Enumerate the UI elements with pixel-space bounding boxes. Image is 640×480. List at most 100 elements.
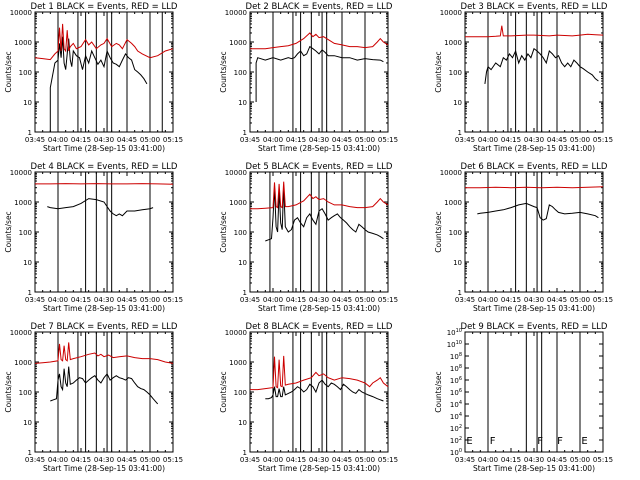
y-tick-label: 1000 [14,39,32,47]
x-tick-label: 04:45 [547,456,567,464]
y-axis-label: Counts/sec [434,51,443,92]
y-tick-label: 1000 [229,359,247,367]
lld-series-line [465,186,604,189]
x-tick-label: 04:45 [332,296,352,304]
x-axis-label: Start Time (28-Sep-15 03:41:00) [258,144,380,153]
plot-frame [464,331,604,453]
y-tick-label: 10000 [440,169,462,177]
lld-series-line [465,25,604,38]
x-tick-label: 03:45 [455,456,475,464]
y-tick-label: 10 [453,99,462,107]
x-tick-label: 05:15 [378,136,398,144]
lld-series-line [250,32,389,50]
y-tick-label: 10000 [225,169,247,177]
y-tick-label: 100 [449,69,462,77]
chart-panel-9: Det 9 BLACK = Events, RED = LLD 100 102 102… [434,322,613,473]
y-tick-label: 1 [28,289,32,297]
y-axis-label: Counts/sec [4,371,13,412]
y-tick-label: 106 [450,388,462,397]
x-axis-label: Start Time (28-Sep-15 03:41:00) [258,464,380,473]
events-series-line [49,36,148,132]
y-tick-label: 10000 [10,169,32,177]
y-tick-label: 10 [238,259,247,267]
x-tick-label: 04:30 [94,296,114,304]
panel-title: Det 7 BLACK = Events, RED = LLD [31,322,178,332]
lld-series-line [250,355,389,391]
x-tick-label: 05:15 [593,136,613,144]
x-tick-label: 04:45 [547,296,567,304]
events-series-line [477,202,599,221]
y-tick-label: 10 [23,419,32,427]
x-tick-label: 04:30 [524,296,544,304]
x-tick-label: 04:15 [286,296,306,304]
x-tick-label: 05:15 [378,456,398,464]
panel-title: Det 4 BLACK = Events, RED = LLD [31,162,178,172]
y-tick-label: 10000 [225,329,247,337]
x-tick-label: 04:30 [94,136,114,144]
x-tick-label: 03:45 [240,456,260,464]
y-tick-label: 1000 [14,199,32,207]
x-tick-label: 05:15 [593,296,613,304]
y-tick-label: 100 [19,69,32,77]
x-tick-label: 04:30 [524,136,544,144]
chart-panel-2: Det 2 BLACK = Events, RED = LLD 1 10 100 100… [219,2,398,153]
y-tick-label: 10000 [225,9,247,17]
x-tick-label: 03:45 [240,136,260,144]
y-tick-label: 1 [28,129,32,137]
marker-label: F [537,436,543,447]
x-tick-label: 03:45 [455,296,475,304]
y-tick-label: 102 [450,436,462,445]
chart-panel-5: Det 5 BLACK = Events, RED = LLD 1 10 100 100… [219,162,398,313]
chart-panel-7: Det 7 BLACK = Events, RED = LLD 1 10 100 100… [4,322,183,473]
y-tick-label: 10 [238,419,247,427]
x-tick-label: 04:15 [501,456,521,464]
panel-title: Det 1 BLACK = Events, RED = LLD [31,2,178,12]
x-tick-label: 04:45 [117,296,137,304]
y-axis-label: Counts/sec [4,51,13,92]
marker-label: F [557,436,563,447]
y-tick-label: 104 [450,400,462,409]
y-tick-label: 1010 [447,328,462,337]
x-tick-label: 04:45 [547,136,567,144]
x-tick-label: 05:15 [163,296,183,304]
x-tick-label: 04:45 [332,456,352,464]
plot-frame [249,331,389,453]
y-tick-label: 1000 [444,199,462,207]
y-axis-label: Counts/sec [219,371,228,412]
y-axis-label: Counts/sec [434,371,443,412]
plot-frame [249,11,389,133]
panel-title: Det 6 BLACK = Events, RED = LLD [461,162,608,172]
y-tick-label: 100 [234,69,247,77]
x-tick-label: 04:15 [71,296,91,304]
x-tick-label: 05:00 [570,296,590,304]
y-axis-label: Counts/sec [4,211,13,252]
chart-panel-6: Det 6 BLACK = Events, RED = LLD 1 10 100 100… [434,162,613,313]
x-tick-label: 04:15 [286,456,306,464]
panel-title: Det 5 BLACK = Events, RED = LLD [246,162,393,172]
x-axis-label: Start Time (28-Sep-15 03:41:00) [43,304,165,313]
plot-frame [34,331,174,453]
y-tick-label: 10000 [440,9,462,17]
x-tick-label: 05:15 [163,136,183,144]
x-tick-label: 04:00 [478,456,498,464]
x-tick-label: 04:45 [117,136,137,144]
y-tick-label: 10 [23,99,32,107]
x-tick-label: 04:00 [263,456,283,464]
chart-panel-8: Det 8 BLACK = Events, RED = LLD 1 10 100 100… [219,322,398,473]
y-tick-label: 104 [450,412,462,421]
events-series-line [484,47,599,84]
x-axis-label: Start Time (28-Sep-15 03:41:00) [473,464,595,473]
y-tick-label: 1 [243,449,247,457]
lld-series-line [250,181,389,210]
x-tick-label: 05:00 [570,456,590,464]
x-tick-label: 04:00 [478,296,498,304]
marker-label: E [466,436,472,447]
x-tick-label: 04:00 [48,456,68,464]
x-tick-label: 04:45 [332,136,352,144]
x-tick-label: 04:15 [286,136,306,144]
panel-title: Det 2 BLACK = Events, RED = LLD [246,2,393,12]
y-tick-label: 10 [238,99,247,107]
marker-label: E [581,436,587,447]
y-tick-label: 10 [453,259,462,267]
